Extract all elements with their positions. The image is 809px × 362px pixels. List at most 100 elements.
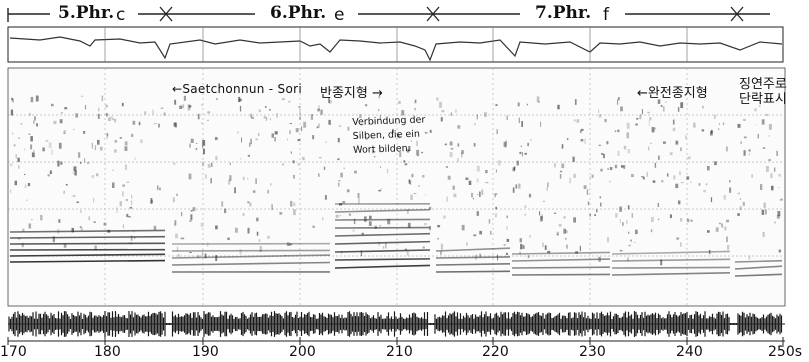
spectrogram-speck <box>207 242 209 247</box>
spectrogram-speck <box>337 158 340 161</box>
spectrogram-speck <box>781 198 783 201</box>
spectrogram-speck <box>97 113 100 119</box>
spectrogram-speck <box>473 234 477 237</box>
time-tick-220: 220 <box>482 344 509 360</box>
spectrogram-speck <box>641 176 644 178</box>
spectrogram-speck <box>255 178 257 184</box>
spectrogram-speck <box>705 183 708 186</box>
spectrogram-speck <box>410 194 413 201</box>
spectrogram-speck <box>15 154 17 159</box>
spectrogram-speck <box>607 167 609 170</box>
annotation-saetchonnun-sori: ←Saetchonnun - Sori <box>172 82 302 96</box>
spectrogram-speck <box>289 243 293 245</box>
spectrogram-speck <box>337 137 340 143</box>
phrase-5-label: 5.Phr. <box>58 3 115 23</box>
spectrogram-speck <box>36 123 38 127</box>
spectrogram-speck <box>517 102 520 107</box>
spectrogram-speck <box>150 200 154 204</box>
spectrogram-speck <box>649 117 652 121</box>
spectrogram-speck <box>201 104 203 106</box>
spectrogram-speck <box>743 150 746 156</box>
spectrogram-speck <box>580 139 584 142</box>
spectrogram-speck <box>203 148 205 155</box>
envelope-gridlines <box>104 27 688 62</box>
spectrogram-speck <box>627 257 629 262</box>
time-tick-180: 180 <box>94 344 121 360</box>
spectrogram-speck <box>386 168 389 174</box>
spectrogram-speck <box>310 114 313 120</box>
spectrogram-speck <box>289 123 292 125</box>
spectrogram-speck <box>18 137 21 139</box>
spectrogram-speck <box>623 145 627 150</box>
spectrogram-speck <box>443 215 446 219</box>
spectrogram-speck <box>457 125 461 129</box>
spectrogram-speck <box>76 201 79 203</box>
spectrogram-speck <box>71 227 74 233</box>
spectrogram-speck <box>398 134 400 139</box>
spectrogram-speck <box>63 243 67 248</box>
spectrogram-speck <box>269 183 272 186</box>
spectrogram-speck <box>446 196 448 202</box>
spectrogram-speck <box>540 216 543 222</box>
spectrogram-speck <box>181 212 183 217</box>
spectrogram-speck <box>524 205 527 208</box>
harmonic-line <box>334 264 431 269</box>
time-tick-190: 190 <box>192 344 219 360</box>
spectrogram-speck <box>481 189 484 195</box>
spectrogram-speck <box>488 219 491 224</box>
spectrogram-speck <box>251 116 254 119</box>
spectrogram-speck <box>676 237 680 240</box>
spectrogram-speck <box>154 123 157 125</box>
spectrogram-speck <box>79 226 82 228</box>
spectrogram-speck <box>410 180 412 185</box>
spectrogram-speck <box>421 151 423 154</box>
spectrogram-speck <box>94 245 97 251</box>
spectrogram-speck <box>298 106 301 108</box>
spectrogram-speck <box>30 136 33 142</box>
harmonic-line <box>734 259 783 263</box>
spectrogram-speck <box>614 130 617 133</box>
phrase-7-key: f <box>603 5 609 25</box>
spectrogram-speck <box>765 209 767 215</box>
spectrogram-speck <box>449 141 453 146</box>
spectrogram-speck <box>358 197 360 204</box>
spectrogram-speck <box>63 132 65 134</box>
spectrogram-speck <box>779 199 783 201</box>
spectrogram-panel <box>7 67 786 307</box>
spectrogram-speck <box>556 234 558 235</box>
spectrogram-speck <box>468 180 472 185</box>
spectrogram-speck <box>57 160 60 167</box>
spectrogram-speck <box>710 197 713 203</box>
harmonic-line <box>9 253 166 257</box>
spectrogram-speck <box>516 160 519 166</box>
spectrogram-speck <box>259 246 262 253</box>
spectrogram-speck <box>173 122 177 127</box>
spectrogram-speck <box>122 224 124 229</box>
spectrogram-speck <box>128 216 131 218</box>
spectrogram-speck <box>382 246 385 249</box>
spectrogram-speck <box>679 218 683 222</box>
spectrogram-speck <box>64 107 68 110</box>
spectrogram-speck <box>503 244 506 246</box>
spectrogram-speck <box>678 200 681 205</box>
spectrogram-speck <box>619 249 623 252</box>
spectrogram-speck <box>12 132 14 135</box>
spectrogram-speck <box>114 119 117 123</box>
spectrogram-speck <box>124 146 128 151</box>
spectrogram-speck <box>476 114 478 120</box>
spectrogram-speck <box>99 146 103 151</box>
spectrogram-speck <box>269 118 271 121</box>
spectrogram-speck <box>174 220 177 226</box>
spectrogram-speck <box>718 128 720 130</box>
harmonic-line <box>334 240 431 245</box>
spectrogram-speck <box>471 192 474 198</box>
spectrogram-speck <box>663 141 666 144</box>
harmonic-line <box>9 235 166 239</box>
spectrogram-speck <box>229 175 232 181</box>
spectrogram-speck <box>669 214 672 219</box>
phrase-5-key: c <box>116 5 126 25</box>
spectrogram-speck <box>617 99 619 105</box>
spectrogram-speck <box>34 116 36 121</box>
spectrogram-speck <box>267 189 269 194</box>
spectrogram-speck <box>771 186 774 191</box>
